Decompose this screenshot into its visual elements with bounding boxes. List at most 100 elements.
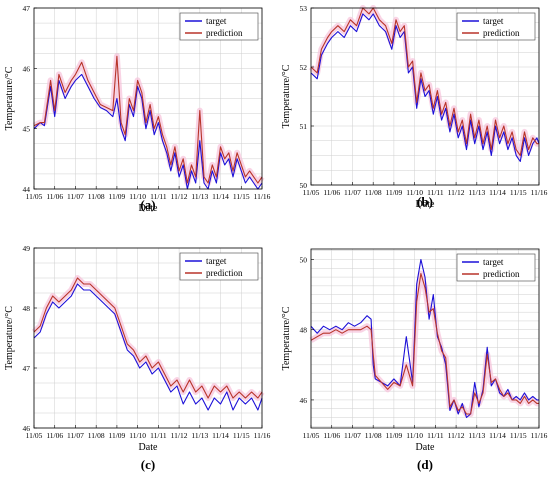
- y-axis-label: Temperature/°C: [4, 66, 15, 130]
- y-axis-label: Temperature/°C: [4, 306, 15, 370]
- y-tick-label: 51: [300, 122, 308, 131]
- x-tick-label: 11/08: [365, 431, 382, 440]
- x-tick-label: 11/14: [489, 188, 506, 197]
- panel-label: (b): [417, 194, 433, 209]
- x-tick-label: 11/11: [150, 431, 167, 440]
- x-axis-label: Date: [416, 199, 435, 210]
- x-tick-label: 11/12: [171, 431, 188, 440]
- y-tick-label: 46: [300, 396, 308, 405]
- x-tick-label: 11/15: [510, 431, 527, 440]
- x-tick-label: 11/11: [150, 192, 167, 201]
- x-axis-label: Date: [416, 442, 435, 453]
- y-tick-label: 47: [23, 364, 31, 373]
- x-tick-label: 11/16: [254, 192, 271, 201]
- x-axis-label: Date: [139, 203, 158, 214]
- chart-panel-4: 11/05 11/06 11/07 11/08 11/09 11/10 11/11 11/12…: [281, 248, 548, 472]
- x-tick-label: 11/06: [323, 431, 340, 440]
- legend-label-target: target: [483, 16, 504, 26]
- x-tick-label: 11/09: [109, 431, 126, 440]
- y-tick-label: 46: [23, 424, 31, 433]
- legend-label-prediction: prediction: [206, 28, 243, 38]
- y-tick-label: 45: [23, 125, 31, 134]
- x-tick-label: 11/06: [46, 192, 63, 201]
- x-tick-label: 11/16: [254, 431, 271, 440]
- legend-label-target: target: [483, 257, 504, 267]
- series-line-target: [33, 283, 263, 411]
- legend-box: [456, 12, 536, 41]
- x-tick-label: 11/11: [427, 431, 444, 440]
- legend-box: [179, 12, 259, 41]
- y-tick-label: 50: [300, 181, 308, 190]
- legend: target prediction: [179, 12, 259, 41]
- y-tick-label: 50: [300, 256, 308, 265]
- x-tick-label: 11/13: [468, 188, 485, 197]
- legend: target prediction: [456, 253, 536, 282]
- x-tick-label: 11/05: [26, 431, 43, 440]
- x-tick-label: 11/13: [191, 192, 208, 201]
- legend-label-prediction: prediction: [483, 28, 520, 38]
- legend-label-prediction: prediction: [206, 268, 243, 278]
- series-line-prediction: [33, 55, 263, 184]
- x-tick-label: 11/08: [88, 431, 105, 440]
- x-tick-label: 11/09: [109, 192, 126, 201]
- axes-frame: [310, 7, 540, 186]
- x-tick-label: 11/06: [323, 188, 340, 197]
- x-tick-label: 11/07: [67, 431, 84, 440]
- legend-box: [179, 252, 259, 281]
- y-axis-label: Temperature/°C: [281, 64, 292, 128]
- y-tick-label: 47: [23, 4, 31, 13]
- series-line-target: [310, 13, 540, 162]
- x-tick-label: 11/11: [427, 188, 444, 197]
- y-tick-label: 44: [23, 185, 31, 194]
- x-tick-label: 11/15: [233, 192, 250, 201]
- legend-box: [456, 253, 536, 282]
- series-line-target: [33, 73, 263, 190]
- series-line-prediction: [310, 273, 539, 415]
- x-tick-label: 11/10: [406, 431, 423, 440]
- x-tick-label: 11/05: [303, 188, 320, 197]
- x-tick-label: 11/09: [386, 431, 403, 440]
- chart-panel-1: 11/05 11/06 11/07 11/08 11/09 11/10 11/11 11/12…: [4, 4, 271, 214]
- x-tick-label: 11/05: [303, 431, 320, 440]
- y-tick-label: 48: [300, 326, 308, 335]
- legend-label-prediction: prediction: [483, 269, 520, 279]
- x-tick-label: 11/08: [365, 188, 382, 197]
- panel-label: (a): [140, 197, 155, 212]
- y-axis-label: Temperature/°C: [281, 306, 292, 370]
- y-tick-label: 52: [300, 63, 308, 72]
- x-tick-label: 11/09: [386, 188, 403, 197]
- y-tick-label: 49: [23, 244, 31, 253]
- x-tick-label: 11/12: [448, 431, 465, 440]
- panel-label: (c): [141, 457, 155, 472]
- legend-label-target: target: [206, 16, 227, 26]
- x-tick-label: 11/05: [26, 192, 43, 201]
- y-tick-label: 48: [23, 304, 31, 313]
- axes-frame: [310, 248, 540, 429]
- x-tick-label: 11/14: [489, 431, 506, 440]
- axes-frame: [33, 247, 263, 429]
- x-tick-label: 11/13: [468, 431, 485, 440]
- x-tick-label: 11/10: [129, 192, 146, 201]
- panel-label: (d): [417, 457, 433, 472]
- legend: target prediction: [179, 252, 259, 281]
- y-tick-label: 53: [300, 4, 308, 13]
- x-tick-label: 11/10: [129, 431, 146, 440]
- chart-panel-3: 11/05 11/06 11/07 11/08 11/09 11/10 11/11 11/12…: [4, 244, 271, 472]
- series-line-prediction: [310, 7, 539, 157]
- x-tick-label: 11/13: [191, 431, 208, 440]
- x-tick-label: 11/07: [344, 188, 361, 197]
- x-tick-label: 11/08: [88, 192, 105, 201]
- axes-frame: [33, 7, 263, 190]
- x-tick-label: 11/16: [531, 188, 548, 197]
- chart-panel-2: 11/05 11/06 11/07 11/08 11/09 11/10 11/11 11/12…: [281, 4, 548, 210]
- legend: target prediction: [456, 12, 536, 41]
- x-tick-label: 11/15: [233, 431, 250, 440]
- x-tick-label: 11/06: [46, 431, 63, 440]
- legend-label-target: target: [206, 256, 227, 266]
- x-tick-label: 11/15: [510, 188, 527, 197]
- series-line-prediction: [33, 277, 263, 399]
- x-tick-label: 11/16: [531, 431, 548, 440]
- x-tick-label: 11/12: [171, 192, 188, 201]
- x-axis-label: Date: [139, 442, 158, 453]
